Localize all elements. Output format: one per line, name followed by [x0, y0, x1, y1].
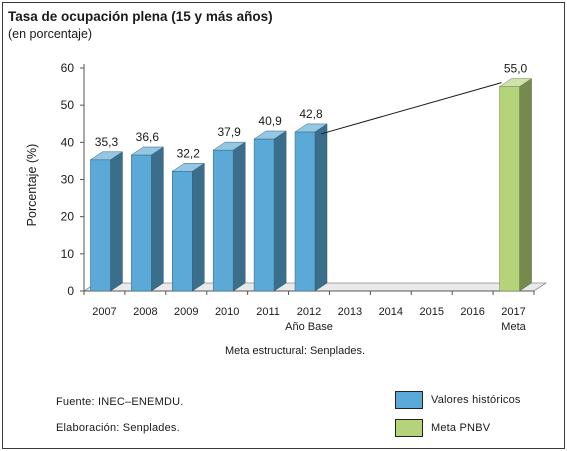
x-tick-sublabel: Año Base [285, 321, 333, 333]
bar-side [314, 123, 328, 292]
chart-annotation: Meta estructural: Senplades. [225, 345, 365, 357]
y-tick-label: 10 [61, 247, 75, 261]
source-note: Fuente: INEC–ENEMDU. [56, 396, 184, 408]
bar-top [89, 151, 124, 161]
elaboration-note: Elaboración: Senplades. [56, 422, 180, 434]
x-tick-label: 2017 [501, 306, 525, 318]
bar [499, 86, 520, 292]
x-tick-sublabel: Meta [501, 321, 526, 333]
trend-line [320, 82, 502, 135]
x-tick-label: 2013 [338, 306, 362, 318]
bar [172, 171, 193, 292]
legend-label-historical: Valores históricos [431, 394, 521, 406]
data-label: 32,2 [177, 146, 201, 160]
legend-item-goal: Meta PNBV [395, 418, 490, 438]
y-tick-label: 30 [61, 173, 75, 187]
y-tick-label: 0 [67, 284, 74, 298]
bar-side [519, 78, 532, 292]
bar-top [212, 141, 247, 151]
bar-side [232, 141, 246, 292]
bar-top [498, 78, 533, 87]
y-tick-label: 60 [61, 61, 75, 75]
data-label: 40,9 [258, 114, 282, 128]
x-tick-label: 2011 [256, 306, 280, 318]
data-label: 37,9 [218, 125, 242, 139]
bar [131, 154, 152, 292]
x-tick-label: 2010 [215, 306, 239, 318]
bar [90, 159, 111, 292]
y-tick-label: 20 [61, 210, 75, 224]
legend-item-historical: Valores históricos [395, 390, 521, 410]
y-tick-label: 40 [61, 135, 75, 149]
chart-subtitle: (en porcentaje) [8, 27, 93, 41]
y-axis-label: Porcentaje (%) [25, 144, 39, 227]
data-label: 35,3 [95, 135, 119, 149]
x-tick-label: 2009 [174, 306, 198, 318]
x-tick-label: 2014 [379, 306, 403, 318]
data-label: 42,8 [299, 107, 323, 121]
bar-top [253, 130, 287, 140]
chart-title: Tasa de ocupación plena (15 y más años) [8, 9, 273, 24]
legend-swatch-historical [395, 391, 423, 409]
bar-side [192, 162, 205, 292]
bar-side [110, 151, 123, 292]
bar-top [171, 163, 206, 172]
legend-swatch-goal [395, 419, 423, 437]
bar-top [294, 123, 328, 133]
bar-side [273, 130, 287, 292]
data-label: 36,6 [136, 130, 160, 144]
y-tick-label: 50 [61, 98, 75, 112]
x-tick-label: 2008 [133, 306, 157, 318]
x-tick-label: 2007 [92, 306, 116, 318]
bar [212, 149, 234, 292]
bar [294, 131, 316, 292]
bar-side [151, 146, 164, 292]
bar-top [130, 146, 165, 156]
bar [253, 138, 275, 292]
x-tick-label: 2012 [297, 306, 321, 318]
x-tick-label: 2016 [460, 306, 484, 318]
x-tick-label: 2015 [419, 306, 443, 318]
legend-label-goal: Meta PNBV [431, 422, 491, 434]
data-label: 55,0 [504, 62, 528, 76]
